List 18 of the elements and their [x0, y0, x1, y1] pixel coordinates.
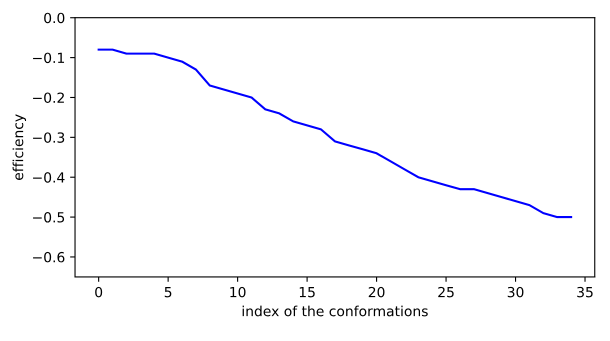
y-tick-label: −0.2	[33, 92, 64, 103]
x-tick-label: 20	[368, 286, 384, 298]
y-tick-label: 0.0	[44, 12, 64, 24]
y-tick-label: −0.5	[33, 212, 64, 223]
x-tick-label: 30	[508, 286, 524, 298]
y-tick-label: −0.3	[33, 132, 64, 143]
x-tick-label: 25	[438, 286, 454, 298]
x-tick-label: 10	[230, 286, 246, 298]
y-tick-label: −0.6	[33, 252, 64, 262]
x-tick-label: 0	[95, 286, 102, 298]
y-tick-label: −0.1	[33, 52, 64, 64]
y-tick-label: −0.4	[33, 172, 65, 183]
x-tick-label: 15	[300, 287, 315, 298]
x-axis-title: index of the conformations	[242, 306, 428, 316]
x-tick-label: 5	[164, 287, 172, 298]
y-axis-title: efficiency	[12, 114, 26, 180]
line-series	[98, 48, 572, 218]
x-tick-label: 35	[577, 286, 593, 298]
